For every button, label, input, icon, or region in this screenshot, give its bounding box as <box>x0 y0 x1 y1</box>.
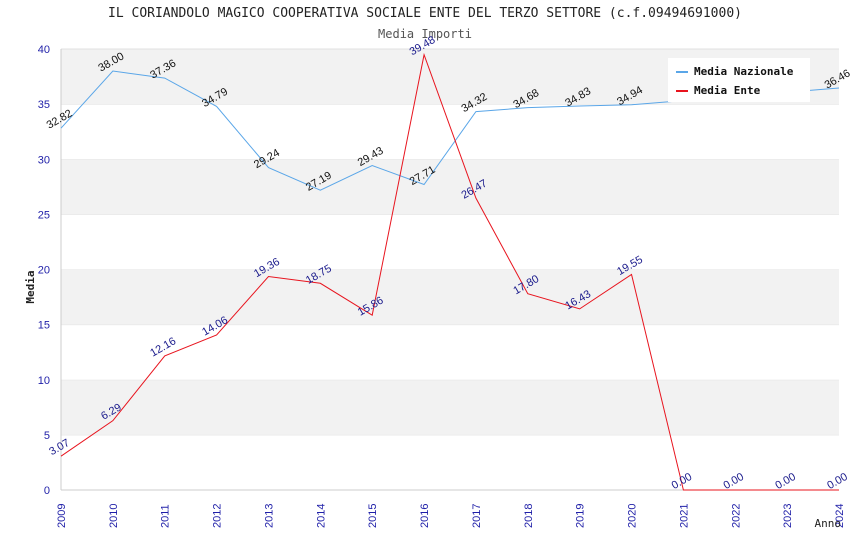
y-tick-label: 15 <box>38 320 50 332</box>
y-tick-label: 30 <box>38 154 50 166</box>
legend-box <box>668 58 810 102</box>
grid-band <box>61 324 839 380</box>
grid-band <box>61 379 839 435</box>
y-tick-label: 40 <box>38 44 50 56</box>
x-tick-label: 2022 <box>730 504 742 528</box>
x-tick-label: 2015 <box>367 504 379 528</box>
x-tick-label: 2018 <box>523 504 535 528</box>
legend-label-ente: Media Ente <box>694 84 761 97</box>
x-tick-label: 2021 <box>678 504 690 528</box>
series-lines <box>60 52 840 491</box>
y-tick-label: 20 <box>38 265 50 277</box>
x-tick-label: 2011 <box>160 504 172 528</box>
legend-label-nazionale: Media Nazionale <box>694 65 794 78</box>
x-tick-label: 2010 <box>108 504 120 528</box>
y-tick-label: 0 <box>44 485 50 497</box>
chart-subtitle: Media Importi <box>378 27 472 41</box>
grid-band <box>61 434 839 490</box>
series-line-media-nazionale <box>60 70 840 191</box>
legend: Media Nazionale Media Ente <box>668 58 810 102</box>
x-tick-label: 2020 <box>627 504 639 528</box>
x-axis-label: Anno <box>815 517 842 530</box>
grid-band <box>61 269 839 325</box>
grid-bands <box>60 48 839 491</box>
chart-title: IL CORIANDOLO MAGICO COOPERATIVA SOCIALE… <box>108 6 742 21</box>
x-tick-label: 2009 <box>56 504 68 528</box>
x-tick-label: 2013 <box>263 504 275 528</box>
x-tick-label: 2019 <box>575 504 587 528</box>
x-tick-label: 2024 <box>834 504 846 528</box>
grid-band <box>61 104 839 160</box>
x-tick-label: 2017 <box>471 504 483 528</box>
y-tick-label: 5 <box>44 430 50 442</box>
x-tick-label: 2014 <box>315 504 327 528</box>
y-axis-label: Media <box>24 270 37 303</box>
y-tick-label: 25 <box>38 209 50 221</box>
grid-band <box>61 214 839 270</box>
x-tick-label: 2012 <box>212 504 224 528</box>
grid-band <box>61 159 839 215</box>
y-tick-label: 10 <box>38 375 50 387</box>
x-tick-label: 2023 <box>782 504 794 528</box>
x-tick-label: 2016 <box>419 504 431 528</box>
y-axis-ticks: 0 5 10 15 20 25 30 35 40 <box>38 44 50 497</box>
y-tick-label: 35 <box>38 99 50 111</box>
series-line-media-ente <box>60 52 839 491</box>
x-axis-ticks: 2009 2010 2011 2012 2013 2014 2015 2016 2017 2018… <box>56 504 846 528</box>
